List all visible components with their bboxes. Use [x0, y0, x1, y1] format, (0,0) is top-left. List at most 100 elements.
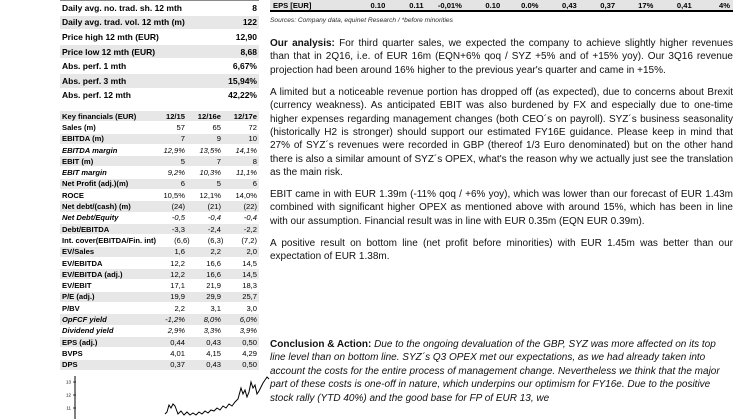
- analysis-paragraph-1: Our analysis: For third quarter sales, w…: [270, 37, 733, 77]
- kf-value: (24): [171, 202, 185, 212]
- kf-value: 2,2: [210, 247, 221, 257]
- kf-value: -2,4: [207, 224, 221, 234]
- eps-value: 0,43: [562, 0, 577, 10]
- kf-value: 14,5: [242, 269, 257, 279]
- kf-label: Net Debt/Equity: [62, 213, 119, 223]
- kf-value: 7: [180, 134, 185, 144]
- stats-row: Daily avg. trad. vol. 12 mth (m) 122: [60, 15, 259, 31]
- eps-value: -0,01%: [437, 0, 462, 10]
- kf-row: Dividend yield 2,9% 3,3% 3,9%: [60, 326, 259, 337]
- kf-label: P/BV: [62, 303, 80, 313]
- kf-value: 57: [176, 122, 185, 132]
- stat-label: Daily avg. trad. vol. 12 mth (m): [62, 17, 185, 28]
- kf-value: 5: [180, 156, 185, 166]
- eps-label: EPS [EUR]: [273, 0, 312, 10]
- kf-row: Net Profit (adj.)(m) 6 5 6: [60, 178, 259, 191]
- stat-value: 122: [242, 17, 257, 28]
- stat-label: Abs. perf. 12 mth: [62, 90, 131, 101]
- price-line: [164, 376, 270, 416]
- eps-value: 0,41: [676, 0, 692, 10]
- kf-value: 5: [216, 179, 221, 189]
- kf-row: EV/EBITDA 12,2 16,6 14,5: [60, 258, 259, 270]
- chart-y-tick-label: 12: [66, 393, 72, 398]
- kf-value: 25,7: [242, 292, 257, 302]
- kf-value: 11,1%: [236, 168, 257, 178]
- kf-value: 72: [248, 122, 257, 132]
- kf-value: 14,0%: [235, 190, 257, 200]
- kf-label: EPS (adj.): [62, 337, 98, 347]
- kf-value: 3,3%: [203, 326, 221, 336]
- kf-row: P/BV 2,2 3,1 3,0: [60, 303, 259, 315]
- analysis-paragraph-2: A limited but a noticeable revenue porti…: [270, 86, 733, 179]
- conclusion-text: Due to the ongoing devaluation of the GB…: [270, 339, 720, 404]
- kf-value: (22): [243, 202, 257, 212]
- kf-value: 3,9%: [239, 326, 257, 336]
- kf-value: 13,5%: [199, 145, 221, 155]
- kf-value: 0,43: [206, 360, 221, 370]
- kf-label: OpFCF yield: [62, 314, 107, 324]
- analysis-heading: Our analysis:: [270, 38, 335, 49]
- kf-value: 16,6: [206, 258, 221, 268]
- kf-label: BVPS: [62, 348, 83, 358]
- kf-row: Sales (m) 57 65 72: [60, 122, 259, 134]
- kf-row: EV/EBITDA (adj.) 12,2 16,6 14,5: [60, 269, 259, 281]
- kf-value: 0,50: [242, 360, 257, 370]
- kf-value: 9: [216, 134, 221, 144]
- kf-value: -1,2%: [165, 314, 185, 324]
- kf-row: EBIT margin 9,2% 10,3% 11,1%: [60, 167, 259, 179]
- kf-row: DPS 0,37 0,43 0,50: [60, 359, 259, 371]
- conclusion-heading: Conclusion & Action:: [270, 339, 372, 350]
- kf-label: EBITDA (m): [62, 134, 104, 144]
- kf-value: 0,43: [206, 337, 221, 347]
- stats-row: Price high 12 mth (EUR) 12,90: [60, 30, 259, 45]
- key-financials-title: Key financials (EUR): [62, 111, 137, 121]
- eps-value: 17%: [638, 0, 654, 10]
- price-chart-svg: 13 12 11: [66, 376, 270, 419]
- kf-row: BVPS 4,01 4,15 4,29: [60, 348, 259, 360]
- kf-value: 29,9: [206, 292, 221, 302]
- kf-value: 1,6: [174, 247, 185, 257]
- kf-value: 3,0: [246, 303, 257, 313]
- stat-value: 12,90: [235, 31, 257, 42]
- stats-row: Abs. perf. 3 mth 15,94%: [60, 73, 259, 89]
- stat-label: Abs. perf. 3 mth: [62, 75, 127, 86]
- stat-label: Price low 12 mth (EUR): [62, 46, 156, 57]
- chart-y-tick-label: 11: [66, 406, 71, 411]
- kf-value: 10,3%: [199, 168, 221, 178]
- kf-label: EBIT margin: [62, 168, 107, 178]
- kf-value: 7: [216, 156, 221, 166]
- kf-row: Net Debt/Equity -0,5 -0,4 -0,4: [60, 213, 259, 224]
- kf-value: 0,44: [170, 337, 185, 347]
- analysis-paragraph-1-text: For third quarter sales, we expected the…: [270, 38, 734, 76]
- kf-value: 6,0%: [239, 314, 257, 324]
- kf-column-header: 12/17e: [233, 111, 257, 121]
- chart-y-tick-label: 13: [66, 380, 72, 385]
- stats-table: Daily avg. no. trad. sh. 12 mth 8 Daily av…: [60, 0, 259, 104]
- kf-label: EV/EBIT: [62, 281, 92, 291]
- kf-value: 12,2: [170, 258, 185, 268]
- kf-value: 12,2: [170, 269, 185, 279]
- kf-row: EBITDA (m) 7 9 10: [60, 133, 259, 145]
- kf-value: 6: [252, 179, 257, 189]
- kf-value: -0,4: [243, 213, 257, 223]
- kf-value: 19,9: [170, 292, 185, 302]
- kf-value: 4,01: [170, 348, 185, 358]
- kf-row: EBITDA margin 12,9% 13,5% 14,1%: [60, 145, 259, 157]
- kf-row: EV/EBIT 17,1 21,9 18,3: [60, 280, 259, 292]
- eps-summary-row: EPS [EUR] 0.10 0.11 -0,01% 0.10 0.0% 0,43 0,37 1…: [270, 0, 733, 12]
- kf-value: -2,2: [243, 224, 257, 234]
- kf-value: 0,50: [242, 337, 257, 347]
- conclusion-section: Conclusion & Action: Due to the ongoing …: [270, 338, 733, 405]
- kf-label: Debt/EBITDA: [62, 224, 110, 234]
- eps-value: 0.10: [485, 0, 501, 10]
- analysis-paragraph-4: A positive result on bottom line (net pr…: [270, 237, 733, 263]
- kf-row: Int. cover(EBITDA/Fin. int) (6,6) (6,3) (7,…: [60, 235, 259, 247]
- kf-row: P/E (adj.) 19,9 29,9 25,7: [60, 291, 259, 304]
- stat-label: Price high 12 mth (EUR): [62, 31, 159, 42]
- kf-value: 21,9: [206, 281, 221, 291]
- sources-note: Sources: Company data, equinet Research …: [270, 17, 453, 24]
- kf-label: Net debt/(cash) (m): [62, 202, 131, 212]
- stats-row: Abs. perf. 12 mth 42,22%: [60, 89, 259, 104]
- kf-row: OpFCF yield -1,2% 8,0% 6,0%: [60, 314, 259, 326]
- kf-label: EV/Sales: [62, 247, 95, 257]
